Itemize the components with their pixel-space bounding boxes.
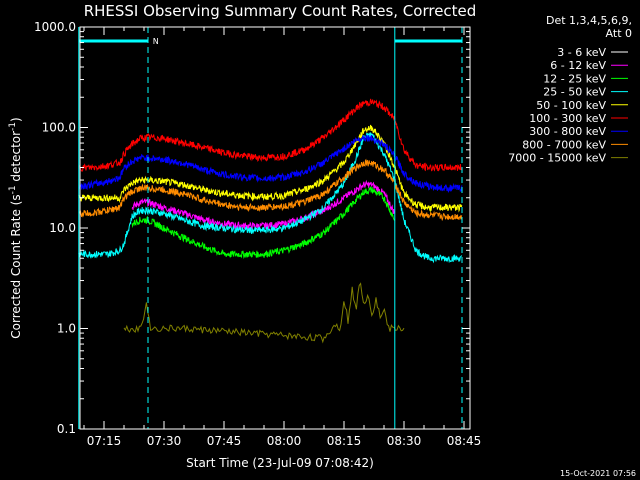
legend-label-2: 12 - 25 keV — [543, 72, 606, 85]
chart-title: RHESSI Observing Summary Count Rates, Co… — [84, 2, 477, 20]
x-tick-label-0: 07:15 — [87, 434, 122, 448]
y-tick-label-1: 100.0 — [42, 121, 76, 135]
series-line-6 — [78, 134, 463, 193]
series-line-8 — [123, 282, 405, 344]
series-line-5 — [78, 98, 463, 172]
y-axis-label-sup2: -1 — [8, 122, 18, 131]
legend-header-line1: Det 1,3,4,5,6,9, — [546, 14, 632, 27]
series-line-2 — [131, 185, 395, 260]
attenuator-label: N — [153, 37, 159, 46]
x-tick-label-1: 07:30 — [147, 434, 182, 448]
y-tick-label-3: 1.0 — [57, 322, 76, 336]
series-line-4 — [78, 124, 463, 213]
x-axis-label: Start Time (23-Jul-09 07:08:42) — [186, 456, 374, 470]
y-axis-label-main: Corrected Count Rate (s — [9, 194, 23, 338]
y-axis-label: Corrected Count Rate (s-1 detector-1) — [8, 117, 23, 338]
x-tick-label-6: 08:45 — [447, 434, 482, 448]
legend-label-3: 25 - 50 keV — [543, 86, 606, 99]
y-tick-label-4: 0.1 — [57, 422, 76, 436]
legend-label-0: 3 - 6 keV — [557, 46, 606, 59]
series-line-3 — [78, 132, 462, 264]
y-axis-label-sup1: -1 — [8, 185, 18, 194]
series-line-1 — [131, 179, 396, 231]
y-tick-label-0: 1000.0 — [34, 20, 76, 34]
series-line-0 — [131, 194, 396, 246]
legend-label-6: 300 - 800 keV — [529, 125, 606, 138]
legend-label-8: 7000 - 15000 keV — [508, 152, 606, 165]
y-axis-ticks: 1000.0 100.0 10.0 1.0 0.1 — [34, 20, 470, 436]
x-tick-label-3: 08:00 — [267, 434, 302, 448]
series-line-7 — [78, 158, 463, 222]
x-tick-label-4: 08:15 — [327, 434, 362, 448]
x-axis-ticks: 07:15 07:30 07:45 08:00 08:15 08:30 08:45 — [83, 27, 482, 448]
y-axis-label-mid: detector — [9, 131, 23, 186]
x-tick-label-2: 07:45 — [207, 434, 242, 448]
y-tick-label-2: 10.0 — [49, 221, 76, 235]
legend-header-line2: Att 0 — [606, 27, 632, 40]
legend-label-1: 6 - 12 keV — [550, 59, 606, 72]
legend-label-5: 100 - 300 keV — [529, 112, 606, 125]
y-axis-label-end: ) — [9, 117, 23, 122]
footer-date: 15-Oct-2021 07:56 — [560, 469, 636, 478]
legend-label-4: 50 - 100 keV — [536, 99, 606, 112]
legend-label-7: 800 - 7000 keV — [522, 138, 606, 151]
x-tick-label-5: 08:30 — [387, 434, 422, 448]
